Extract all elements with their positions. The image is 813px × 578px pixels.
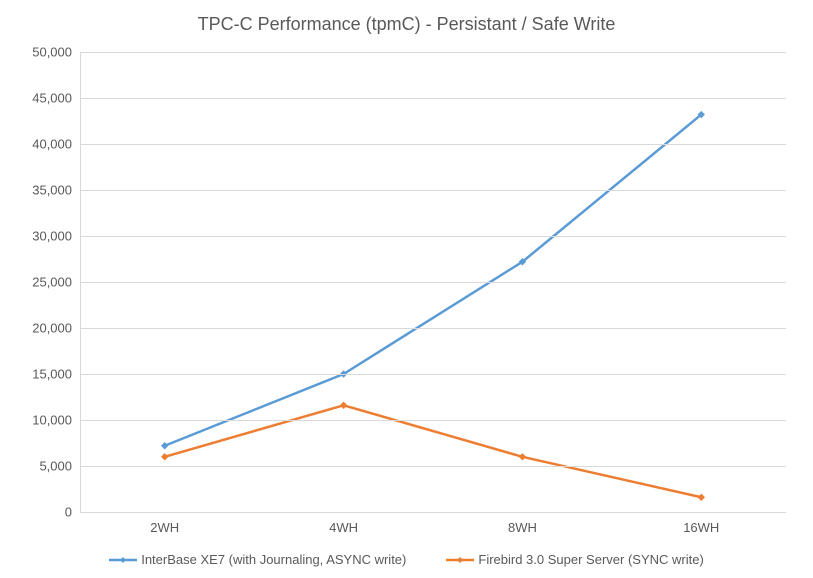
legend: InterBase XE7 (with Journaling, ASYNC wr… bbox=[0, 552, 813, 567]
chart-title: TPC-C Performance (tpmC) - Persistant / … bbox=[0, 14, 813, 35]
chart-container: TPC-C Performance (tpmC) - Persistant / … bbox=[0, 0, 813, 578]
y-tick-label: 20,000 bbox=[32, 321, 80, 336]
y-tick-label: 45,000 bbox=[32, 91, 80, 106]
y-tick-label: 5,000 bbox=[39, 459, 80, 474]
legend-swatch bbox=[446, 554, 474, 566]
x-tick-label: 4WH bbox=[329, 512, 358, 535]
y-tick-label: 40,000 bbox=[32, 137, 80, 152]
x-tick-label: 2WH bbox=[150, 512, 179, 535]
legend-label: Firebird 3.0 Super Server (SYNC write) bbox=[478, 552, 703, 567]
gridline bbox=[80, 420, 786, 421]
legend-item: Firebird 3.0 Super Server (SYNC write) bbox=[446, 552, 703, 567]
gridline bbox=[80, 328, 786, 329]
series-marker bbox=[341, 402, 347, 408]
gridline bbox=[80, 282, 786, 283]
gridline bbox=[80, 52, 786, 53]
y-tick-label: 0 bbox=[65, 505, 80, 520]
y-tick-label: 35,000 bbox=[32, 183, 80, 198]
y-tick-label: 25,000 bbox=[32, 275, 80, 290]
plot-area: 05,00010,00015,00020,00025,00030,00035,0… bbox=[80, 52, 786, 512]
y-tick-label: 30,000 bbox=[32, 229, 80, 244]
x-tick-label: 16WH bbox=[683, 512, 719, 535]
gridline bbox=[80, 190, 786, 191]
legend-label: InterBase XE7 (with Journaling, ASYNC wr… bbox=[141, 552, 406, 567]
gridline bbox=[80, 144, 786, 145]
legend-swatch bbox=[109, 554, 137, 566]
series-line bbox=[165, 115, 702, 446]
gridline bbox=[80, 98, 786, 99]
gridline bbox=[80, 466, 786, 467]
y-tick-label: 50,000 bbox=[32, 45, 80, 60]
legend-item: InterBase XE7 (with Journaling, ASYNC wr… bbox=[109, 552, 406, 567]
y-tick-label: 10,000 bbox=[32, 413, 80, 428]
x-tick-label: 8WH bbox=[508, 512, 537, 535]
y-tick-label: 15,000 bbox=[32, 367, 80, 382]
series-marker bbox=[162, 454, 168, 460]
series-marker bbox=[519, 454, 525, 460]
series-marker bbox=[698, 494, 704, 500]
gridline bbox=[80, 236, 786, 237]
gridline bbox=[80, 512, 786, 513]
gridline bbox=[80, 374, 786, 375]
